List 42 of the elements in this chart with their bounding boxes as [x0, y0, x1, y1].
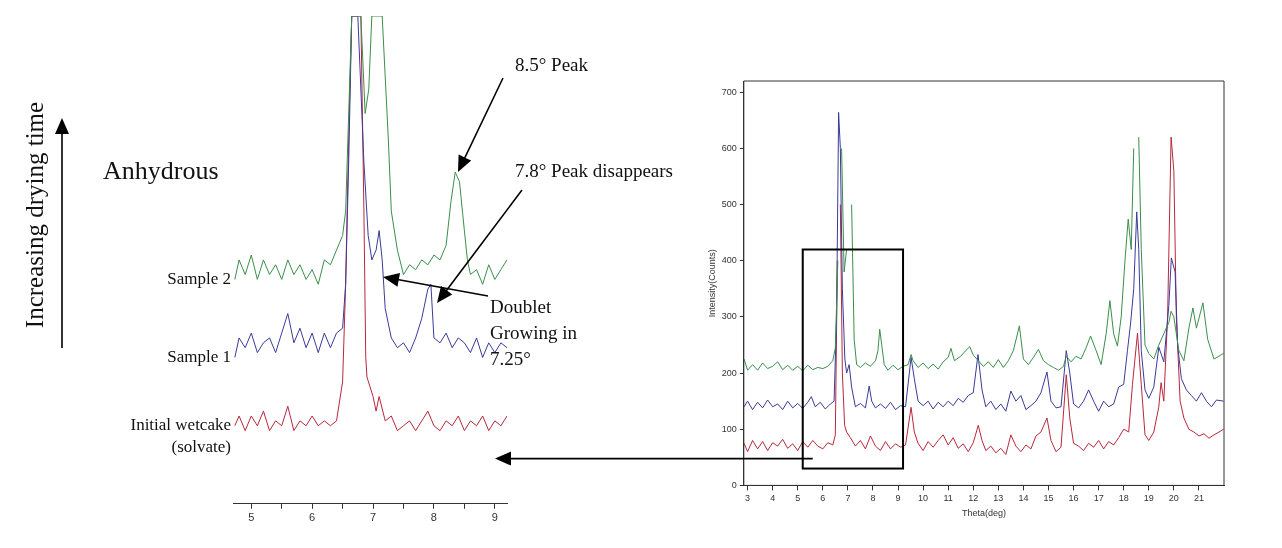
y-tick-label: 100: [721, 423, 737, 434]
y-tick-label: 400: [721, 255, 737, 266]
x-tick-label: 13: [993, 493, 1004, 504]
x-tick-label: 20: [1168, 493, 1179, 504]
y-tick-label: 600: [721, 142, 737, 153]
x-tick-label: 11: [943, 493, 953, 504]
text: Anhydrous: [103, 155, 219, 185]
y-tick-label: 300: [721, 311, 737, 322]
y-tick-label: 700: [721, 86, 737, 97]
x-tick-label: 15: [1043, 493, 1054, 504]
x-tick-label: 7: [845, 493, 851, 504]
x-tick-label: 14: [1018, 493, 1029, 504]
x-tick-label: 5: [795, 493, 801, 504]
series-label: Sample 1: [167, 346, 231, 366]
y-tick-label: 500: [721, 199, 737, 210]
x-tick-label: 4: [770, 493, 776, 504]
x-tick-label: 8: [430, 511, 437, 524]
y-axis-title: Intensity(Counts): [706, 249, 717, 318]
x-tick-label: 3: [745, 493, 751, 504]
x-tick-label: 7: [369, 511, 377, 524]
y-tick-label: 200: [721, 367, 737, 378]
x-tick-label: 6: [820, 493, 826, 504]
x-tick-label: 12: [968, 493, 979, 504]
series-label: Sample 2: [167, 268, 231, 288]
x-tick-label: 19: [1143, 493, 1154, 504]
x-tick-label: 9: [491, 511, 498, 524]
x-tick-label: 9: [895, 493, 901, 504]
x-tick-label: 8: [870, 493, 876, 504]
x-tick-label: 6: [309, 511, 316, 524]
x-tick-label: 21: [1193, 493, 1204, 504]
x-axis-title: Theta(deg): [961, 508, 1006, 519]
text: 7.8° Peak disappears: [515, 159, 673, 181]
annotation: Doublet Growing in 7.25°: [490, 295, 578, 369]
y-tick-label: 0: [731, 479, 737, 490]
series-label: Initial wetcake (solvate): [130, 415, 231, 457]
x-tick-label: 17: [1093, 493, 1104, 504]
x-tick-label: 5: [248, 511, 255, 524]
text: Increasing drying time: [20, 101, 48, 329]
x-tick-label: 18: [1118, 493, 1129, 504]
x-tick-label: 16: [1068, 493, 1079, 504]
text: 8.5° Peak: [515, 53, 589, 75]
x-tick-label: 10: [918, 493, 929, 504]
